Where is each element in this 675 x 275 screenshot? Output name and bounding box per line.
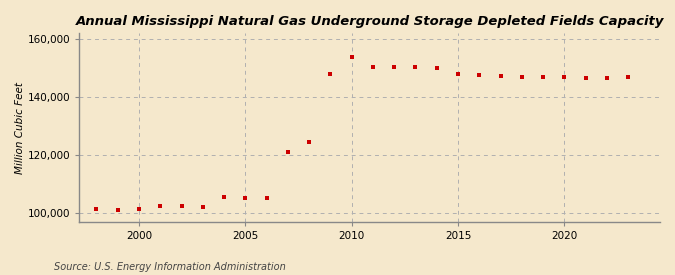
Point: [580, 76, 591, 81]
Point: [219, 195, 230, 199]
Point: [176, 204, 187, 208]
Text: Source: U.S. Energy Information Administration: Source: U.S. Energy Information Administ…: [54, 262, 286, 272]
Point: [474, 73, 485, 78]
Point: [559, 75, 570, 79]
Point: [623, 75, 634, 79]
Point: [112, 207, 123, 212]
Point: [495, 74, 506, 78]
Title: Annual Mississippi Natural Gas Underground Storage Depleted Fields Capacity: Annual Mississippi Natural Gas Undergrou…: [76, 15, 664, 28]
Point: [410, 64, 421, 69]
Point: [155, 204, 165, 208]
Point: [452, 72, 463, 76]
Point: [282, 150, 293, 154]
Point: [537, 75, 548, 79]
Point: [91, 207, 102, 211]
Point: [240, 196, 250, 200]
Point: [389, 64, 400, 69]
Point: [325, 72, 335, 76]
Point: [516, 75, 527, 79]
Point: [601, 76, 612, 81]
Y-axis label: Million Cubic Feet: Million Cubic Feet: [15, 81, 25, 174]
Point: [304, 140, 315, 144]
Point: [367, 64, 378, 69]
Point: [431, 65, 442, 70]
Point: [134, 207, 144, 211]
Point: [346, 54, 357, 59]
Point: [261, 196, 272, 200]
Point: [197, 205, 208, 210]
